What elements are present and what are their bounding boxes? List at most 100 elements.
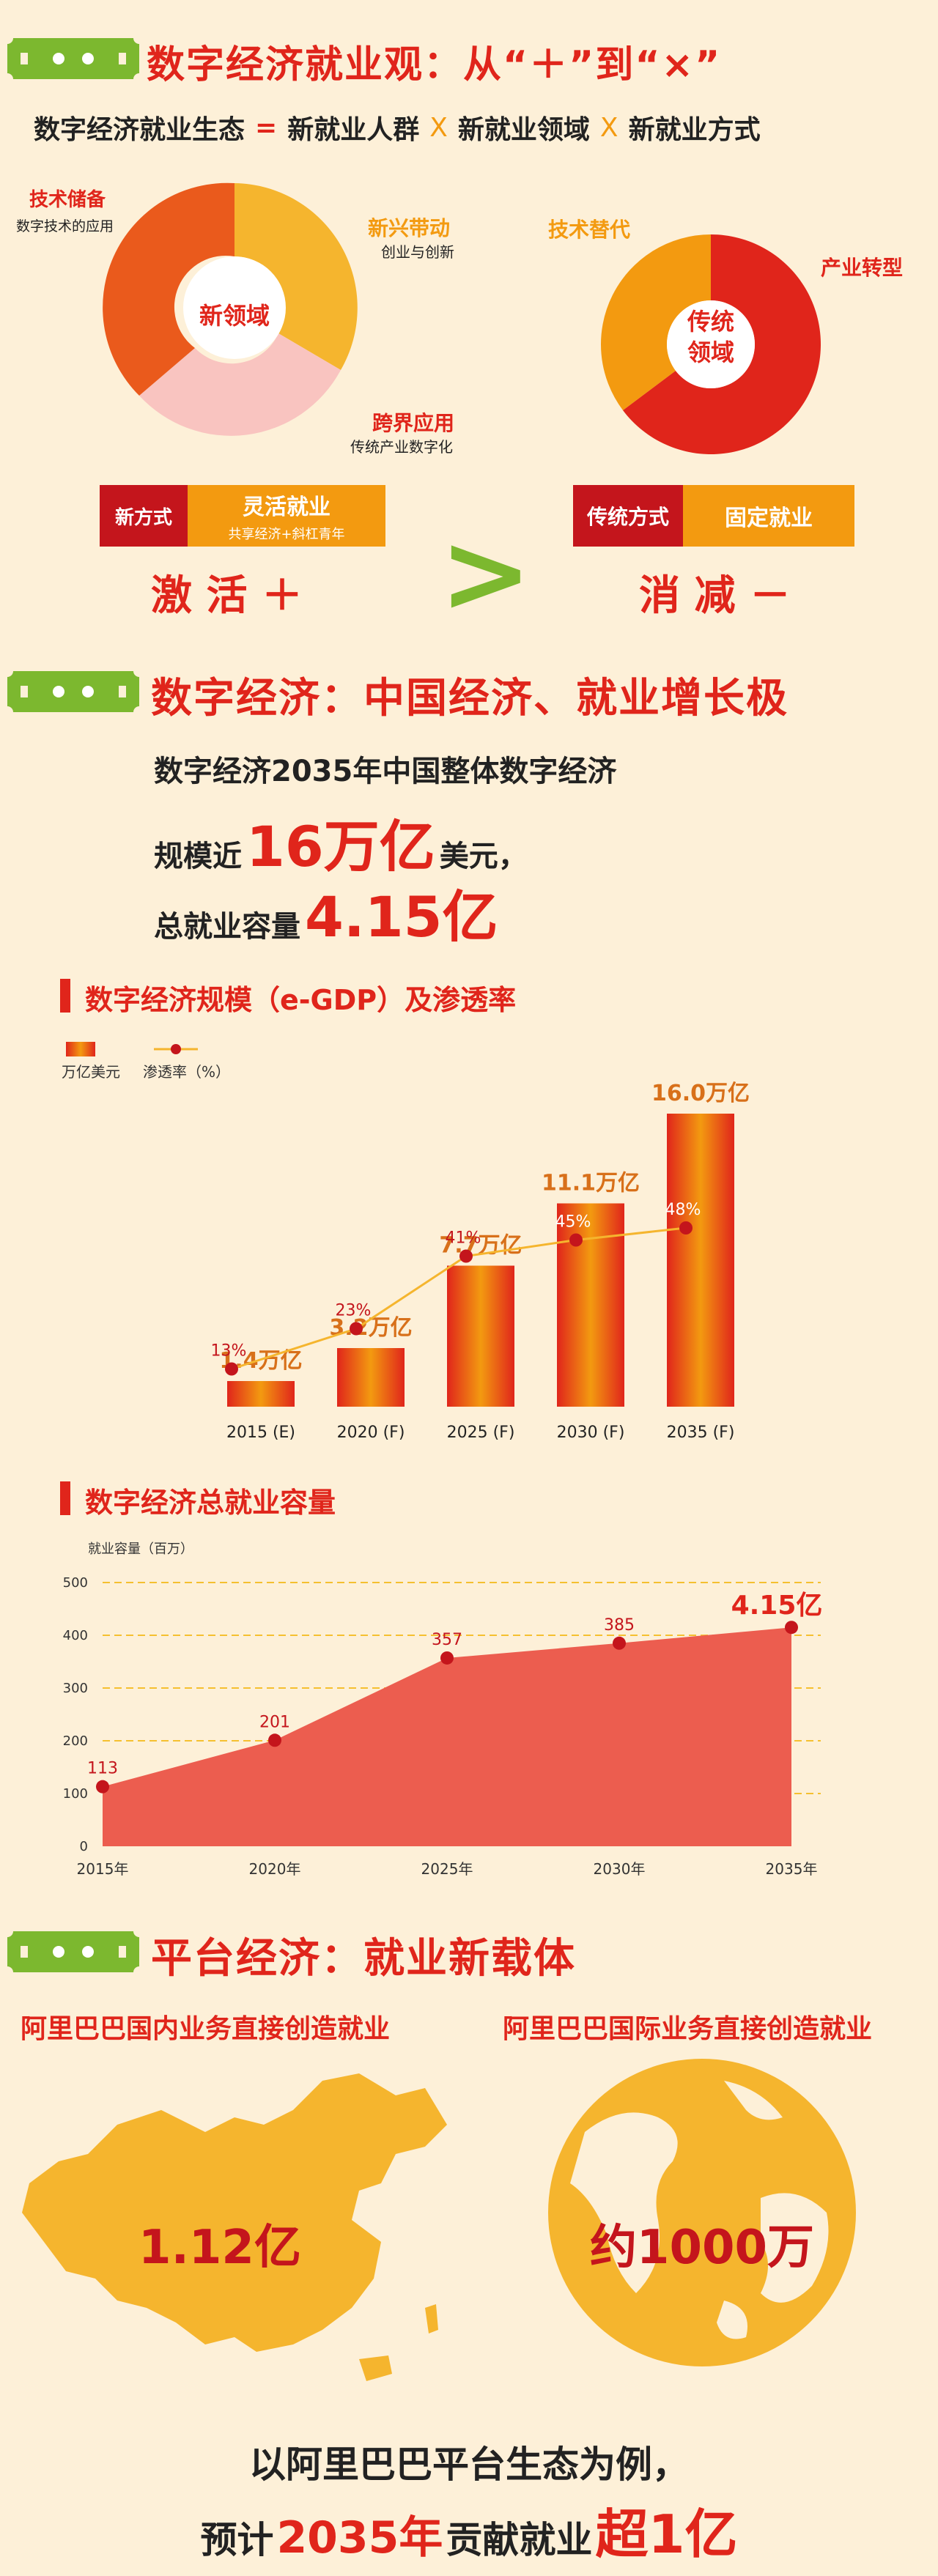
new-domain-donut [103, 182, 358, 436]
egdp-bar [447, 1265, 514, 1407]
trad-domain-center-1: 传统 [687, 308, 734, 336]
section3-title: 平台经济：就业新载体 [151, 1935, 576, 1983]
tech-reserve-sub: 数字技术的应用 [16, 218, 114, 234]
formula-c: 新就业领域 [457, 115, 590, 145]
section1-title: 数字经济就业观：从“＋”到“×” [147, 43, 722, 87]
egdp-category-label: 2035 (F) [667, 1424, 735, 1442]
egdp-category-label: 2025 (F) [447, 1424, 515, 1442]
chart2-title: 数字经济总就业容量 [85, 1487, 336, 1519]
chart1-title: 数字经济规模（e-GDP）及渗透率 [85, 984, 517, 1016]
section2-title: 数字经济：中国经济、就业增长极 [151, 675, 789, 722]
trad-way-label: 固定就业 [683, 485, 854, 547]
employment-y-label: 就业容量（百万） [88, 1541, 193, 1557]
egdp-bar-label: 11.1万亿 [542, 1171, 640, 1196]
legend-line-label: 渗透率（%） [143, 1063, 230, 1081]
employment-area [103, 1627, 791, 1846]
egdp-category-label: 2020 (F) [337, 1424, 405, 1442]
new-way-content: 灵活就业 共享经济+斜杠青年 [188, 485, 385, 547]
footer-2-b: 贡献就业 [446, 2519, 593, 2561]
stat-line-2-b: 美元， [439, 840, 528, 873]
emerging-label: 新兴带动 [368, 216, 451, 240]
chart1-title-bar [60, 979, 70, 1013]
employment-point [96, 1780, 109, 1794]
penetration-label: 48% [665, 1201, 701, 1219]
trad-way-box: 传统方式 固定就业 [573, 485, 854, 547]
formula-a: 数字经济就业生态 [34, 115, 245, 145]
stat-415-million: 4.15亿 [305, 884, 498, 950]
footer-2-big: 超1亿 [595, 2503, 738, 2565]
employment-y-tick: 0 [80, 1839, 88, 1854]
formula-x1: X [429, 112, 448, 143]
crossover-sub: 传统产业数字化 [350, 438, 453, 456]
chart2-title-bar [60, 1481, 70, 1515]
stat-line-3-a: 总就业容量 [154, 910, 300, 944]
stat-line-2: 规模近 16万亿 美元， [154, 802, 528, 882]
stat-line-2-a: 规模近 [154, 840, 242, 873]
stat-line-1: 数字经济2035年中国整体数字经济 [154, 755, 617, 788]
ticket-icon [7, 671, 139, 712]
donut-segment-crossover [139, 333, 341, 436]
formula-eq: = [255, 112, 278, 143]
formula-x2: X [599, 112, 618, 143]
footer-2-a: 预计 [200, 2519, 274, 2561]
employment-x-label: 2020年 [249, 1860, 301, 1878]
egdp-bar [667, 1114, 734, 1407]
intl-label: 阿里巴巴国际业务直接创造就业 [503, 2014, 873, 2044]
footer-line-2: 预计 2035年 贡献就业 超1亿 [0, 2491, 938, 2568]
employment-point [785, 1621, 798, 1635]
penetration-label: 41% [446, 1229, 481, 1248]
employment-y-tick: 300 [63, 1681, 88, 1696]
new-domain-center-label: 新领域 [199, 302, 270, 330]
employment-x-label: 2030年 [594, 1860, 646, 1878]
tech-replace-label: 技术替代 [548, 218, 631, 242]
footer-2-year: 2035年 [276, 2512, 443, 2564]
new-way-sub: 共享经济+斜杠青年 [228, 527, 345, 542]
employment-value-label: 385 [604, 1616, 635, 1635]
industry-transform-label: 产业转型 [821, 256, 904, 280]
employment-x-label: 2025年 [421, 1860, 473, 1878]
egdp-bar [337, 1348, 405, 1407]
trad-domain-donut [601, 234, 821, 454]
employment-x-label: 2035年 [766, 1860, 818, 1878]
egdp-category-label: 2015 (E) [226, 1424, 295, 1442]
employment-value-label: 201 [259, 1713, 290, 1731]
donut-segment-emerging [234, 183, 358, 370]
trad-domain-center-2: 领域 [687, 338, 734, 366]
donut-segment-tech-reserve [103, 182, 234, 396]
egdp-bar [227, 1381, 295, 1407]
employment-point [440, 1651, 454, 1665]
stat-line-3: 总就业容量 4.15亿 [154, 872, 498, 952]
penetration-point [679, 1221, 693, 1235]
employment-y-tick: 500 [63, 1575, 88, 1591]
egdp-bar [557, 1203, 624, 1407]
emerging-sub: 创业与创新 [381, 243, 454, 261]
stat-16-trillion: 16万亿 [246, 814, 435, 879]
penetration-point [459, 1249, 473, 1263]
crossover-label: 跨界应用 [372, 411, 455, 435]
globe-icon [548, 2059, 856, 2366]
intl-value: 约1000万 [589, 2221, 815, 2275]
penetration-point [225, 1362, 238, 1376]
domestic-label: 阿里巴巴国内业务直接创造就业 [21, 2014, 391, 2044]
penetration-label: 23% [336, 1302, 372, 1320]
reduce-text: 消 减 － [639, 572, 791, 620]
new-way-box: 新方式 灵活就业 共享经济+斜杠青年 [100, 485, 385, 547]
ticket-icon [7, 38, 139, 79]
formula: 数字经济就业生态 = 新就业人群 X 新就业领域 X 新就业方式 [34, 108, 761, 147]
formula-d: 新就业方式 [628, 115, 761, 145]
penetration-label: 45% [555, 1213, 591, 1232]
legend-bar-label: 万亿美元 [62, 1063, 120, 1081]
legend-line-marker [171, 1044, 181, 1054]
egdp-bar-label: 16.0万亿 [651, 1081, 750, 1106]
employment-value-label: 4.15亿 [731, 1591, 823, 1621]
new-way-label: 灵活就业 [243, 495, 330, 520]
employment-value-label: 113 [87, 1760, 118, 1778]
employment-chart: 就业容量（百万） 0 100 200 300 400 500 113 2015年 201 202… [63, 1541, 823, 1878]
employment-point [613, 1636, 626, 1650]
employment-point [268, 1733, 281, 1747]
egdp-category-label: 2030 (F) [557, 1424, 625, 1442]
activate-text: 激 活 ＋ [151, 572, 303, 620]
donut-segment-tech-replace [601, 234, 711, 410]
china-map-icon [22, 2073, 447, 2381]
